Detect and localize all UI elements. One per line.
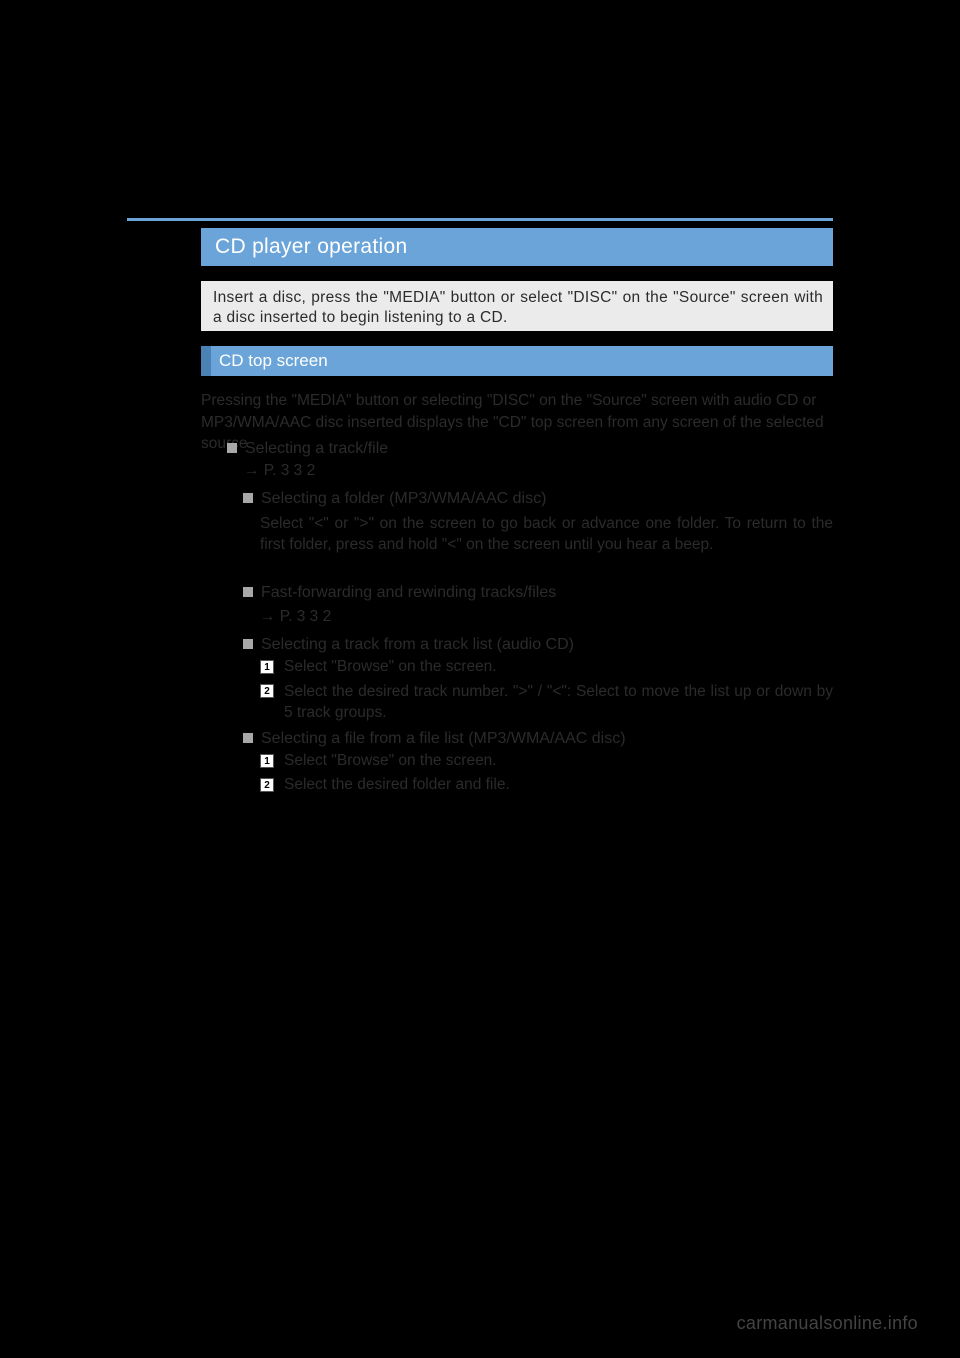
sub-heading-5: Selecting a file from a file list (MP3/W… (243, 730, 626, 748)
sub-heading-2: Selecting a folder (MP3/WMA/AAC disc) (243, 490, 546, 508)
sub-2-text: Select "<" or ">" on the screen to go ba… (260, 514, 833, 556)
section-heading: CD top screen (219, 351, 328, 371)
step-number-2-icon: 2 (260, 778, 274, 792)
sub-4-step-2: Select the desired track number. ">" / "… (284, 682, 833, 724)
main-heading-box: CD player operation (201, 228, 833, 266)
sub-heading-3-label: Fast-forwarding and rewinding tracks/fil… (261, 584, 556, 601)
main-heading: CD player operation (215, 235, 407, 259)
bullet-icon (243, 493, 253, 503)
sub-5-step-2: Select the desired folder and file. (284, 776, 510, 794)
bullet-icon (243, 733, 253, 743)
sub-heading-5-label: Selecting a file from a file list (MP3/W… (261, 730, 626, 747)
sub-heading-4: Selecting a track from a track list (aud… (243, 636, 574, 654)
sub-heading-1-label: Selecting a track/file (245, 440, 388, 457)
sub-1-text: → P. 3 3 2 (244, 462, 315, 480)
bullet-icon (227, 443, 237, 453)
sub-heading-2-label: Selecting a folder (MP3/WMA/AAC disc) (261, 490, 546, 507)
sub-4-step-1: Select "Browse" on the screen. (284, 658, 497, 676)
step-number-1-icon: 1 (260, 660, 274, 674)
step-number-1-icon: 1 (260, 754, 274, 768)
intro-box: Insert a disc, press the "MEDIA" button … (201, 281, 833, 331)
intro-text: Insert a disc, press the "MEDIA" button … (213, 288, 823, 328)
sub-heading-1: Selecting a track/file (227, 440, 388, 458)
sub-heading-3: Fast-forwarding and rewinding tracks/fil… (243, 584, 556, 602)
watermark: carmanualsonline.info (737, 1313, 918, 1334)
section-heading-box: CD top screen (201, 346, 833, 376)
sub-3-text: → P. 3 3 2 (260, 608, 331, 626)
bullet-icon (243, 587, 253, 597)
top-divider (127, 218, 833, 221)
sub-heading-4-label: Selecting a track from a track list (aud… (261, 636, 574, 653)
bullet-icon (243, 639, 253, 649)
sub-5-step-1: Select "Browse" on the screen. (284, 752, 497, 770)
step-number-2-icon: 2 (260, 684, 274, 698)
